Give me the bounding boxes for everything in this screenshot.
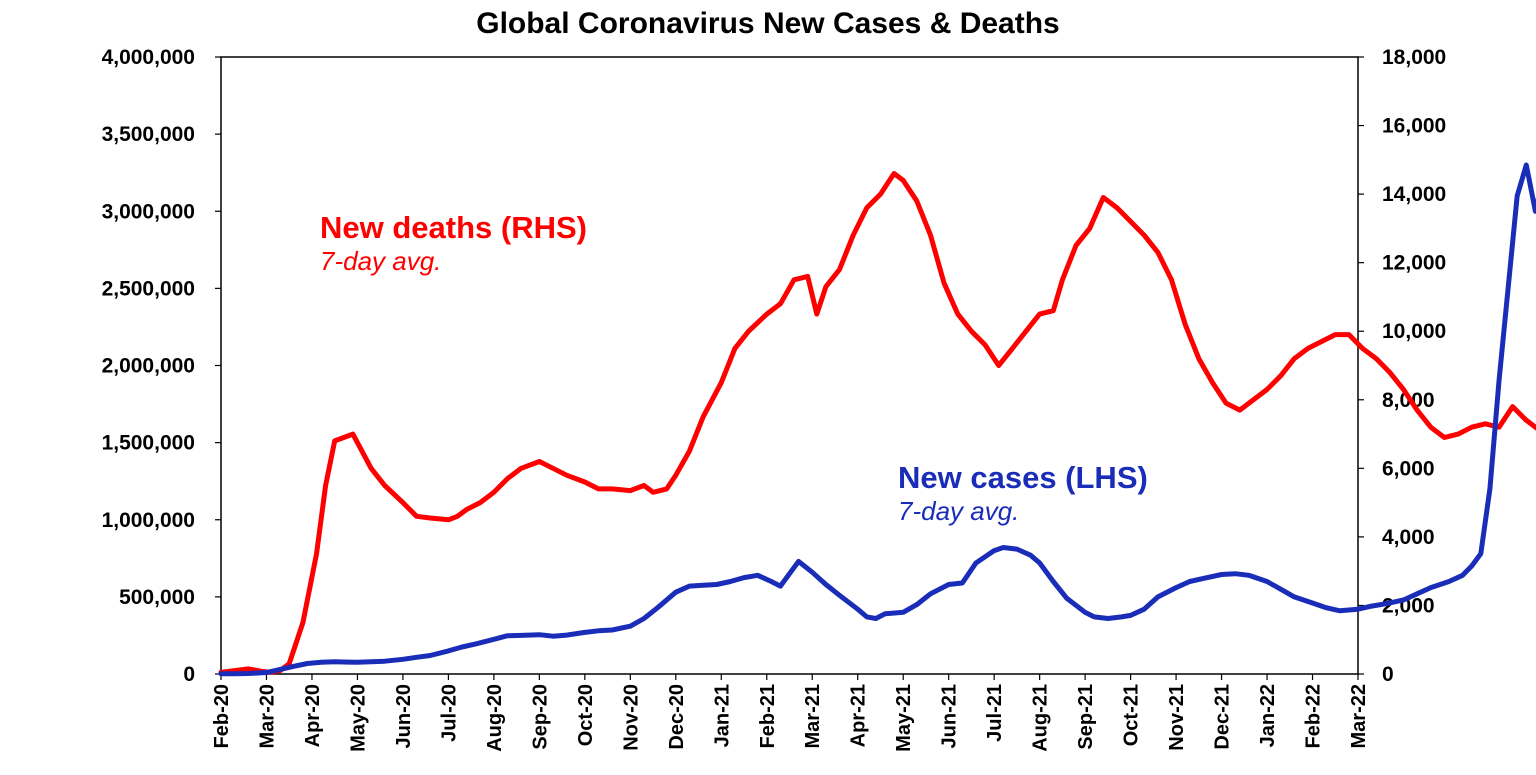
annotation-cases-sublabel: 7-day avg. [898,496,1019,526]
chart-title: Global Coronavirus New Cases & Deaths [476,7,1060,40]
annotation-deaths-sublabel: 7-day avg. [320,246,441,276]
x-tick-label: Feb-20 [211,684,233,748]
y-left-tick-label: 3,000,000 [102,200,195,223]
y-right-tick-label: 10,000 [1382,320,1446,343]
annotation-deaths-label: New deaths (RHS) [320,210,587,245]
x-tick-label: Aug-21 [1030,684,1052,752]
y-axis-left: 0 500,000 1,000,000 1,500,000 2,000,000 2,500… [102,46,221,686]
x-axis: Feb-20 Mar-20 Apr-20 May-20 Jun-20 Jul-20 Aug-… [211,674,1370,752]
x-tick-label: May-20 [347,684,369,752]
y-left-tick-label: 0 [183,663,195,686]
y-right-tick-label: 12,000 [1382,252,1446,275]
x-tick-label: Apr-20 [302,684,324,747]
y-left-tick-label: 1,500,000 [102,432,195,455]
x-tick-label: Feb-21 [757,684,779,748]
x-tick-label: Aug-20 [484,684,506,752]
x-tick-label: Jan-21 [711,684,733,747]
series-layer [218,162,1536,677]
x-tick-label: Oct-20 [575,684,597,746]
annotation-cases-label: New cases (LHS) [898,460,1148,495]
y-right-tick-label: 6,000 [1382,457,1435,480]
x-tick-label: Nov-20 [620,684,642,751]
y-right-tick-label: 4,000 [1382,526,1435,549]
x-tick-label: Sep-21 [1075,684,1097,750]
y-left-tick-label: 1,000,000 [102,509,195,532]
x-tick-label: Jul-21 [984,684,1006,742]
x-tick-label: May-21 [893,684,915,752]
x-tick-label: Jan-22 [1257,684,1279,747]
y-right-tick-label: 14,000 [1382,183,1446,206]
x-tick-label: Jun-21 [939,684,961,748]
y-axis-right: 02,0004,0006,0008,00010,00012,00014,0001… [1358,46,1446,686]
x-tick-label: Mar-21 [802,684,824,748]
series-line-new-deaths [218,171,1536,675]
x-tick-label: Mar-20 [256,684,278,748]
annotation-cases: New cases (LHS) 7-day avg. [898,460,1148,526]
x-tick-label: Dec-21 [1212,684,1234,750]
x-tick-label: Nov-21 [1166,684,1188,751]
x-tick-label: Dec-20 [666,684,688,750]
x-tick-label: Jul-20 [438,684,460,742]
x-tick-label: Jun-20 [393,684,415,748]
y-left-tick-label: 4,000,000 [102,46,195,69]
x-tick-label: Mar-22 [1348,684,1370,748]
y-left-tick-label: 3,500,000 [102,123,195,146]
x-tick-label: Sep-20 [529,684,551,750]
y-right-tick-label: 18,000 [1382,46,1446,69]
y-left-tick-label: 2,000,000 [102,355,195,378]
y-left-tick-label: 2,500,000 [102,277,195,300]
x-tick-label: Feb-22 [1303,684,1325,748]
x-tick-label: Apr-21 [848,684,870,747]
x-tick-label: Oct-21 [1121,684,1143,746]
annotation-deaths: New deaths (RHS) 7-day avg. [320,210,587,276]
y-right-tick-label: 16,000 [1382,115,1446,138]
y-right-tick-label: 0 [1382,663,1394,686]
y-left-tick-label: 500,000 [119,586,195,609]
series-line-new-cases [218,162,1536,677]
